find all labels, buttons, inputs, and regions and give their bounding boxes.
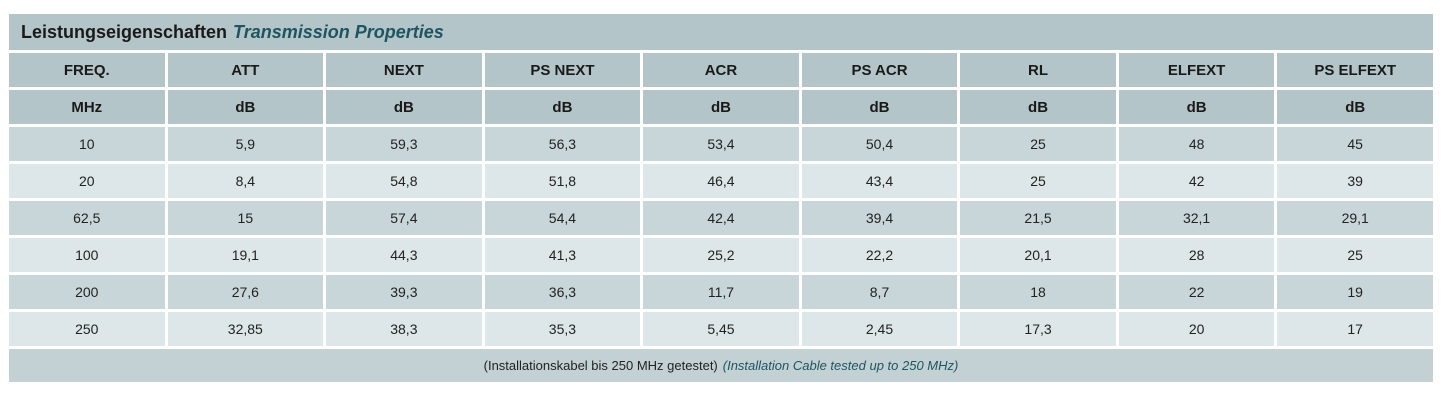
table-cell: 50,4: [801, 127, 958, 161]
table-cell: 8,7: [801, 275, 958, 309]
table-cell: 200: [9, 275, 165, 309]
table-title: Leistungseigenschaften Transmission Prop…: [9, 14, 1433, 50]
table-cell: 32,1: [1118, 201, 1275, 235]
column-unit: dB: [643, 90, 799, 124]
column-header: PS ACR: [801, 53, 958, 87]
table-cell: 32,85: [167, 312, 324, 346]
table-cell: 41,3: [484, 238, 641, 272]
table-cell: 25: [960, 164, 1116, 198]
table-cell: 46,4: [643, 164, 799, 198]
header-row: FREQ. ATT NEXT PS NEXT ACR PS ACR RL ELFEXT PS E…: [9, 53, 1433, 87]
table-cell: 250: [9, 312, 165, 346]
column-unit: dB: [801, 90, 958, 124]
table-cell: 10: [9, 127, 165, 161]
table-row: 20 8,4 54,8 51,8 46,4 43,4 25 42 39: [9, 164, 1433, 198]
column-header: ACR: [643, 53, 799, 87]
table-cell: 17,3: [960, 312, 1116, 346]
table-cell: 39,3: [326, 275, 482, 309]
table-cell: 22: [1118, 275, 1275, 309]
table-cell: 42: [1118, 164, 1275, 198]
column-unit: dB: [960, 90, 1116, 124]
transmission-properties-panel: Leistungseigenschaften Transmission Prop…: [9, 14, 1433, 382]
table-cell: 43,4: [801, 164, 958, 198]
properties-table: FREQ. ATT NEXT PS NEXT ACR PS ACR RL ELFEXT PS E…: [6, 50, 1436, 349]
table-title-en: Transmission Properties: [233, 21, 444, 42]
table-row: 250 32,85 38,3 35,3 5,45 2,45 17,3 20 17: [9, 312, 1433, 346]
table-cell: 5,45: [643, 312, 799, 346]
column-header: FREQ.: [9, 53, 165, 87]
table-cell: 11,7: [643, 275, 799, 309]
table-cell: 20: [1118, 312, 1275, 346]
table-cell: 8,4: [167, 164, 324, 198]
column-header: ELFEXT: [1118, 53, 1275, 87]
table-cell: 48: [1118, 127, 1275, 161]
column-unit: dB: [1118, 90, 1275, 124]
table-cell: 39,4: [801, 201, 958, 235]
table-cell: 53,4: [643, 127, 799, 161]
table-cell: 28: [1118, 238, 1275, 272]
column-header: RL: [960, 53, 1116, 87]
column-header: NEXT: [326, 53, 482, 87]
table-cell: 54,4: [484, 201, 641, 235]
table-row: 100 19,1 44,3 41,3 25,2 22,2 20,1 28 25: [9, 238, 1433, 272]
table-cell: 44,3: [326, 238, 482, 272]
table-body: 10 5,9 59,3 56,3 53,4 50,4 25 48 45 20 8,4 54,8 51,8…: [9, 127, 1433, 346]
table-cell: 21,5: [960, 201, 1116, 235]
footnote: (Installationskabel bis 250 MHz getestet…: [9, 349, 1433, 382]
table-cell: 56,3: [484, 127, 641, 161]
table-cell: 36,3: [484, 275, 641, 309]
table-cell: 27,6: [167, 275, 324, 309]
table-cell: 57,4: [326, 201, 482, 235]
column-header: PS NEXT: [484, 53, 641, 87]
table-row: 62,5 15 57,4 54,4 42,4 39,4 21,5 32,1 29,1: [9, 201, 1433, 235]
table-cell: 29,1: [1277, 201, 1433, 235]
table-cell: 45: [1277, 127, 1433, 161]
column-unit: dB: [167, 90, 324, 124]
table-cell: 35,3: [484, 312, 641, 346]
unit-row: MHz dB dB dB dB dB dB dB dB: [9, 90, 1433, 124]
table-cell: 25: [1277, 238, 1433, 272]
table-row: 200 27,6 39,3 36,3 11,7 8,7 18 22 19: [9, 275, 1433, 309]
table-cell: 19: [1277, 275, 1433, 309]
footnote-en: (Installation Cable tested up to 250 MHz…: [722, 358, 959, 373]
table-cell: 19,1: [167, 238, 324, 272]
table-cell: 25: [960, 127, 1116, 161]
table-cell: 54,8: [326, 164, 482, 198]
table-cell: 51,8: [484, 164, 641, 198]
table-cell: 59,3: [326, 127, 482, 161]
column-header: PS ELFEXT: [1277, 53, 1433, 87]
column-header: ATT: [167, 53, 324, 87]
table-title-de: Leistungseigenschaften: [21, 21, 228, 42]
table-cell: 15: [167, 201, 324, 235]
table-cell: 39: [1277, 164, 1433, 198]
column-unit: dB: [1277, 90, 1433, 124]
table-cell: 62,5: [9, 201, 165, 235]
table-cell: 100: [9, 238, 165, 272]
table-cell: 42,4: [643, 201, 799, 235]
table-cell: 25,2: [643, 238, 799, 272]
table-cell: 22,2: [801, 238, 958, 272]
table-cell: 17: [1277, 312, 1433, 346]
column-unit: dB: [484, 90, 641, 124]
table-cell: 38,3: [326, 312, 482, 346]
table-row: 10 5,9 59,3 56,3 53,4 50,4 25 48 45: [9, 127, 1433, 161]
footnote-de: (Installationskabel bis 250 MHz getestet…: [483, 358, 718, 373]
table-cell: 18: [960, 275, 1116, 309]
column-unit: dB: [326, 90, 482, 124]
table-cell: 20,1: [960, 238, 1116, 272]
column-unit: MHz: [9, 90, 165, 124]
table-cell: 5,9: [167, 127, 324, 161]
table-cell: 20: [9, 164, 165, 198]
table-cell: 2,45: [801, 312, 958, 346]
